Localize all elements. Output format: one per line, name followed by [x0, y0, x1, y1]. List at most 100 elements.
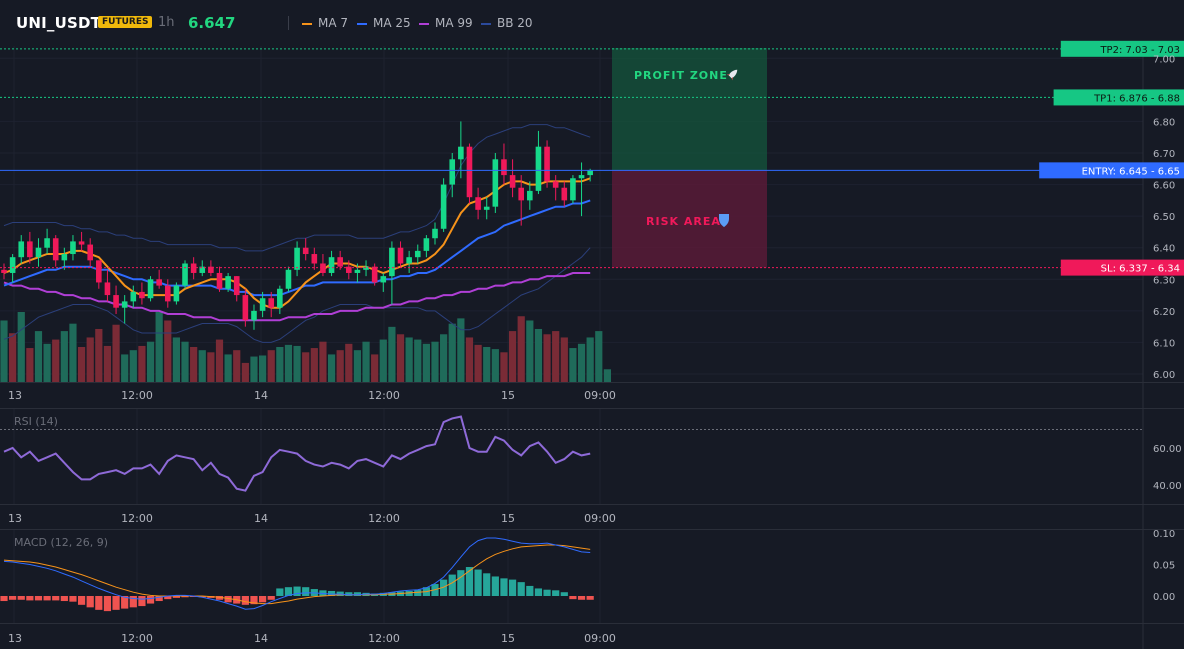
candle-body-13: [113, 295, 119, 308]
volume-bar-69: [595, 331, 603, 382]
volume-bar-15: [129, 350, 137, 382]
candle-body-67: [578, 175, 585, 179]
volume-bar-63: [543, 334, 551, 382]
time-tick-main-2: 14: [254, 389, 268, 402]
volume-bar-20: [172, 337, 180, 382]
macd-hist-bar-5: [43, 596, 51, 601]
time-tick-rsi-0: 13: [8, 512, 22, 525]
candle-body-48: [414, 250, 421, 258]
volume-bar-44: [379, 339, 387, 382]
candle-body-25: [216, 272, 223, 289]
risk-area-label: RISK AREA: [646, 215, 721, 228]
macd-hist-bar-31: [267, 596, 275, 600]
symbol-label[interactable]: UNI_USDT: [16, 14, 102, 32]
tp1-level-tag: [1053, 89, 1184, 106]
macd-hist-bar-60: [517, 582, 525, 596]
macd-hist-bar-38: [327, 590, 336, 596]
macd-hist-bar-25: [215, 596, 224, 600]
candle-body-58: [501, 159, 507, 176]
time-axes: 13 12:00 14 12:00 15 09:00 13 12:00 14 12:00 15 09:…: [8, 389, 616, 645]
rsi-plot: [0, 415, 1143, 492]
candle-body-29: [251, 310, 257, 321]
candle-body-3: [27, 241, 33, 258]
rsi-tick-1: 40.00: [1153, 481, 1182, 492]
shield-icon: [719, 214, 729, 227]
legend-ma25-label: MA 25: [373, 16, 411, 30]
price-tick-8: 6.10: [1153, 338, 1175, 349]
timeframe-label[interactable]: 1h: [158, 15, 175, 30]
price-tick-0: 7.00: [1153, 54, 1175, 65]
macd-hist-bar-65: [560, 592, 568, 596]
legend-ma7[interactable]: MA 7: [302, 16, 348, 30]
macd-hist-bar-29: [250, 596, 258, 605]
macd-hist-bar-16: [138, 596, 146, 607]
candle-body-47: [406, 257, 412, 264]
macd-hist-bar-41: [353, 592, 362, 596]
volume-bar-5: [43, 343, 51, 382]
volume-bar-9: [77, 347, 86, 382]
macd-hist-bar-63: [543, 589, 551, 596]
candle-body-68: [587, 170, 593, 176]
candle-body-60: [518, 187, 524, 201]
volume-bar-25: [215, 339, 224, 382]
volume-bar-70: [603, 369, 611, 382]
tp1-level-label: TP1: 6.876 - 6.88: [1093, 93, 1180, 104]
macd-hist-bar-13: [112, 596, 120, 610]
macd-hist-bar-33: [284, 587, 293, 596]
candle-body-45: [389, 247, 395, 277]
profit-zone-label: PROFIT ZONE: [634, 69, 728, 82]
volume-bar-2: [17, 312, 25, 382]
macd-hist-bar-8: [69, 596, 77, 602]
macd-hist-bar-59: [508, 579, 517, 596]
volume-bar-49: [422, 343, 430, 382]
macd-hist-bar-34: [293, 586, 301, 596]
rocket-icon-part-1: [726, 74, 731, 76]
volume-bar-57: [491, 349, 499, 382]
candle-body-26: [225, 276, 231, 289]
candle-body-46: [397, 247, 404, 264]
candle-body-35: [302, 247, 309, 255]
macd-signal-line: [3, 544, 591, 605]
macd-hist-bar-23: [198, 596, 206, 598]
macd-hist-bar-28: [241, 596, 249, 605]
time-tick-macd-1: 12:00: [121, 632, 153, 645]
grid-lines: [0, 46, 1143, 623]
rsi-axis: 60.00 40.00: [1153, 444, 1182, 492]
time-tick-rsi-5: 09:00: [584, 512, 616, 525]
macd-hist-bar-48: [414, 589, 422, 596]
price-tick-7: 6.20: [1153, 307, 1175, 318]
candle-body-52: [449, 159, 456, 185]
legend-ma25[interactable]: MA 25: [357, 16, 411, 30]
price-tick-4: 6.50: [1153, 212, 1175, 223]
time-tick-rsi-4: 15: [501, 512, 515, 525]
macd-hist-bar-7: [60, 596, 68, 602]
candle-body-42: [363, 266, 369, 270]
time-tick-main-4: 15: [501, 389, 515, 402]
volume-bar-54: [465, 337, 474, 382]
volume-bar-67: [577, 343, 586, 382]
legend-bb20[interactable]: BB 20: [481, 16, 533, 30]
volume-bar-37: [319, 341, 327, 382]
volume-bar-3: [26, 348, 34, 382]
time-tick-macd-0: 13: [8, 632, 22, 645]
volume-bar-39: [336, 350, 344, 382]
candle-body-55: [475, 197, 481, 210]
candle-body-0: [1, 269, 7, 273]
candle-body-11: [96, 260, 102, 283]
macd-hist-bar-20: [172, 596, 180, 598]
time-tick-macd-3: 12:00: [368, 632, 400, 645]
volume-bar-58: [500, 352, 508, 382]
sl-level-label: SL: 6.337 - 6.34: [1101, 264, 1180, 275]
volume-bar-65: [560, 337, 568, 382]
time-tick-macd-2: 14: [254, 632, 268, 645]
legend-ma99-label: MA 99: [435, 16, 473, 30]
candles[interactable]: [1, 121, 593, 330]
ma99-swatch: [419, 22, 429, 25]
candle-body-22: [190, 263, 197, 273]
macd-hist-bar-66: [569, 596, 577, 600]
macd-hist-bar-21: [181, 596, 189, 598]
legend-ma99[interactable]: MA 99: [419, 16, 473, 30]
candle-body-64: [552, 181, 559, 188]
volume-bar-18: [155, 312, 163, 382]
